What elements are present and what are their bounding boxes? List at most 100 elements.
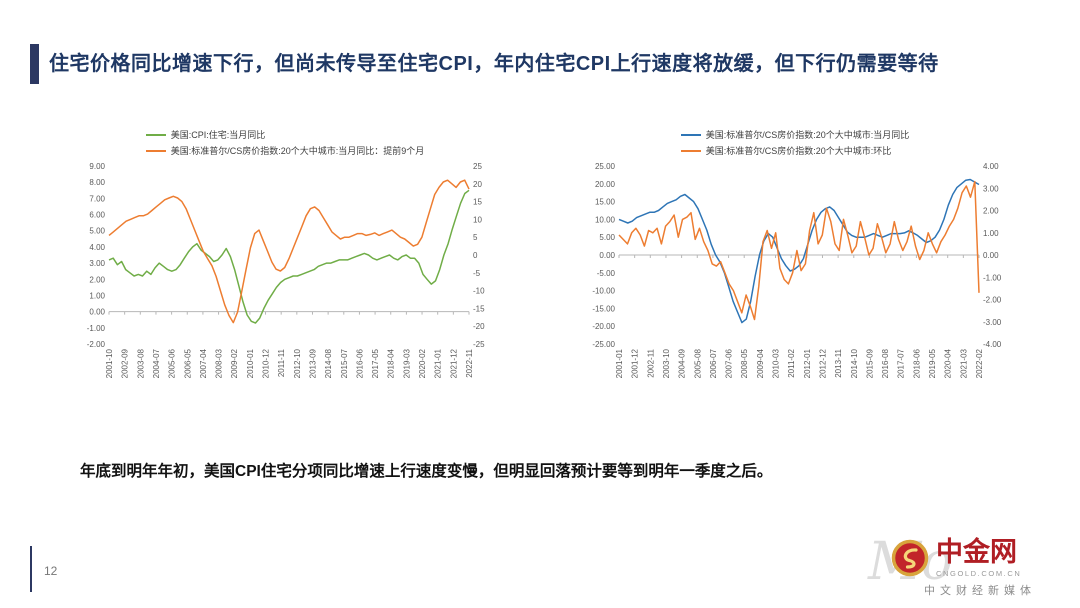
title-accent-bar xyxy=(30,44,39,84)
x-axis-label: 2013-11 xyxy=(834,348,843,377)
legend-item: 美国:标准普尔/CS房价指数:20个大中城市:当月同比 xyxy=(680,128,910,141)
y-axis-tick-left: 1.00 xyxy=(89,291,105,300)
legend-label: 美国:标准普尔/CS房价指数:20个大中城市:环比 xyxy=(705,146,892,156)
y-axis-tick-right: 25 xyxy=(473,162,482,171)
y-axis-tick-right: -10 xyxy=(473,287,485,296)
x-axis-label: 2014-08 xyxy=(324,348,333,378)
legend-item: 美国:标准普尔/CS房价指数:20个大中城市:环比 xyxy=(680,144,892,157)
y-axis-tick-left: 15.00 xyxy=(595,198,616,207)
x-axis-label: 2004-07 xyxy=(152,348,161,378)
y-axis-tick-right: 1.00 xyxy=(983,229,999,238)
line-chart: 25.00 20.00 15.00 10.00 5.00 0.00 -5.00 -10.00 -… xyxy=(592,162,1002,378)
x-axis-label: 2019-03 xyxy=(402,348,411,378)
legend-item: 美国:标准普尔/CS房价指数:20个大中城市:当月同比：提前9个月 xyxy=(145,144,424,157)
x-axis-label: 2020-02 xyxy=(418,348,427,378)
y-axis-tick-right: 0.00 xyxy=(983,251,999,260)
y-axis-tick-left: 9.00 xyxy=(89,162,105,171)
y-axis-tick-right: 3.00 xyxy=(983,184,999,193)
legend-swatch xyxy=(145,133,166,136)
x-axis-label: 2010-01 xyxy=(246,348,255,378)
x-axis-label: 2011-11 xyxy=(277,348,286,377)
x-axis-label: 2018-04 xyxy=(387,348,396,378)
x-axis-label: 2020-04 xyxy=(944,348,953,378)
x-axis-label: 2012-12 xyxy=(818,348,827,378)
body-note: 年底到明年年初，美国CPI住宅分项同比增速上行速度变慢，但明显回落预计要等到明年… xyxy=(80,463,773,480)
footer-page-block: 12 xyxy=(30,546,57,592)
x-axis-label: 2013-09 xyxy=(308,348,317,378)
y-axis-tick-right: 0 xyxy=(473,251,478,260)
y-axis-tick-left: 2.00 xyxy=(89,275,105,284)
x-axis-label: 2010-12 xyxy=(262,348,271,378)
y-axis-tick-left: 25.00 xyxy=(595,162,616,171)
line-chart: 9.00 8.00 7.00 6.00 5.00 4.00 3.00 2.00 1.00 0.00… xyxy=(87,162,485,378)
x-axis-label: 2009-02 xyxy=(230,348,239,378)
x-axis-label: 2021-01 xyxy=(434,348,443,378)
x-axis-label: 2002-11 xyxy=(646,348,655,377)
page-title: 住宅价格同比增速下行，但尚未传导至住宅CPI，年内住宅CPI上行速度将放缓，但下… xyxy=(49,53,939,75)
legend-label: 美国:标准普尔/CS房价指数:20个大中城市:当月同比 xyxy=(705,130,910,140)
x-axis-label: 2015-09 xyxy=(865,348,874,378)
legend-item: 美国:CPI:住宅:当月同比 xyxy=(145,128,265,141)
y-axis-tick-left: 8.00 xyxy=(89,178,105,187)
y-axis-tick-right: 5 xyxy=(473,233,478,242)
x-axis-label: 2006-07 xyxy=(709,348,718,378)
y-axis-tick-right: 2.00 xyxy=(983,207,999,216)
footer-accent-bar xyxy=(30,546,32,592)
legend-swatch xyxy=(680,133,701,136)
x-axis-label: 2005-06 xyxy=(168,348,177,378)
y-axis-tick-right: 10 xyxy=(473,215,482,224)
x-axis-label: 2014-10 xyxy=(850,348,859,378)
y-axis-tick-right: 20 xyxy=(473,180,482,189)
x-axis-label: 2010-03 xyxy=(772,348,781,378)
x-axis-label: 2017-05 xyxy=(371,348,380,378)
x-axis-label: 2003-10 xyxy=(662,348,671,378)
x-axis-label: 2001-10 xyxy=(105,348,114,378)
chart-legend: 美国:CPI:住宅:当月同比美国:标准普尔/CS房价指数:20个大中城市:当月同… xyxy=(145,124,424,160)
x-axis-label: 2006-05 xyxy=(183,348,192,378)
cngold-logo-icon xyxy=(891,539,929,577)
chart-cpi-housing-vs-cs-index: 美国:CPI:住宅:当月同比美国:标准普尔/CS房价指数:20个大中城市:当月同… xyxy=(65,124,505,405)
page-number: 12 xyxy=(44,564,58,578)
x-axis-label: 2022-02 xyxy=(975,348,984,378)
y-axis-tick-left: -5.00 xyxy=(597,269,616,278)
y-axis-tick-left: 5.00 xyxy=(599,233,615,242)
x-axis-label: 2002-09 xyxy=(121,348,130,378)
x-axis-label: 2001-12 xyxy=(631,348,640,378)
x-axis-label: 2009-04 xyxy=(756,348,765,378)
y-axis-tick-left: 0.00 xyxy=(599,251,615,260)
x-axis-label: 2008-05 xyxy=(740,348,749,378)
y-axis-tick-right: -15 xyxy=(473,304,485,313)
brand-tagline: 中文财经新媒体 xyxy=(924,585,1036,597)
y-axis-tick-left: -25.00 xyxy=(592,340,615,349)
series-line xyxy=(108,179,470,324)
x-axis-label: 2001-01 xyxy=(615,348,624,378)
y-axis-tick-left: 20.00 xyxy=(595,180,616,189)
logo-row: 中金网 CNGOLD.COM.CN xyxy=(890,538,1070,578)
x-axis-label: 2021-12 xyxy=(449,348,458,378)
x-axis-label: 2012-01 xyxy=(803,348,812,378)
y-axis-tick-left: -10.00 xyxy=(592,287,615,296)
y-axis-tick-left: -2.00 xyxy=(87,340,106,349)
y-axis-tick-left: 3.00 xyxy=(89,259,105,268)
title-block: 住宅价格同比增速下行，但尚未传导至住宅CPI，年内住宅CPI上行速度将放缓，但下… xyxy=(0,0,1080,84)
brand-name: 中金网 xyxy=(936,536,1017,567)
x-axis-label: 2011-02 xyxy=(787,348,796,377)
x-axis-label: 2022-11 xyxy=(465,348,474,377)
y-axis-tick-left: -1.00 xyxy=(87,324,106,333)
brand-text: 中金网 CNGOLD.COM.CN xyxy=(936,536,1021,578)
x-axis-label: 2004-09 xyxy=(678,348,687,378)
y-axis-tick-left: 7.00 xyxy=(89,194,105,203)
y-axis-tick-left: -15.00 xyxy=(592,304,615,313)
x-axis-label: 2016-06 xyxy=(355,348,364,378)
y-axis-tick-right: 4.00 xyxy=(983,162,999,171)
chart-cs-index-yoy-vs-mom: 美国:标准普尔/CS房价指数:20个大中城市:当月同比 美国:标准普尔/CS房价指… xyxy=(575,124,1015,405)
series-line xyxy=(618,178,980,324)
y-axis-tick-left: 10.00 xyxy=(595,215,616,224)
x-axis-label: 2017-07 xyxy=(897,348,906,378)
y-axis-tick-right: -1.00 xyxy=(983,273,1002,282)
charts-section: 美国:CPI:住宅:当月同比美国:标准普尔/CS房价指数:20个大中城市:当月同… xyxy=(0,124,1080,405)
x-axis-label: 2003-08 xyxy=(136,348,145,378)
series-line xyxy=(618,180,980,321)
series-line xyxy=(108,189,470,324)
y-axis-tick-right: -4.00 xyxy=(983,340,1002,349)
